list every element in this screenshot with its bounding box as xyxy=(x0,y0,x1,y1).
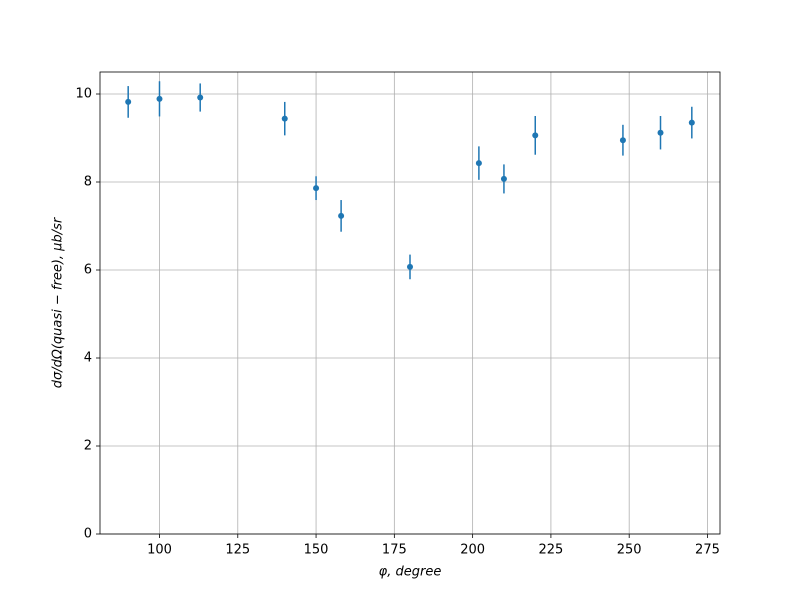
y-tick-label: 2 xyxy=(84,439,92,454)
y-tick-label: 4 xyxy=(84,351,92,366)
x-tick-label: 125 xyxy=(225,543,250,558)
x-tick-label: 275 xyxy=(695,543,720,558)
y-tick-label: 0 xyxy=(84,527,92,542)
y-tick-label: 6 xyxy=(84,263,92,278)
x-tick-label: 175 xyxy=(382,543,407,558)
y-tick-label: 8 xyxy=(84,175,92,190)
marker xyxy=(313,185,320,192)
x-tick-label: 150 xyxy=(304,543,329,558)
marker xyxy=(688,119,695,126)
x-tick-label: 100 xyxy=(147,543,172,558)
marker xyxy=(281,115,288,122)
marker xyxy=(475,160,482,167)
marker xyxy=(532,132,539,139)
marker xyxy=(500,175,507,182)
marker xyxy=(125,98,132,105)
x-tick-label: 250 xyxy=(617,543,642,558)
x-axis-label: φ, degree xyxy=(379,565,442,580)
marker xyxy=(156,95,163,102)
marker xyxy=(619,137,626,144)
x-tick-label: 200 xyxy=(460,543,485,558)
plot-frame xyxy=(99,71,721,535)
marker xyxy=(197,94,204,101)
marker xyxy=(338,212,345,219)
y-tick-label: 10 xyxy=(75,87,92,102)
x-tick-label: 225 xyxy=(538,543,563,558)
marker xyxy=(657,129,664,136)
y-axis-label: dσ/dΩ(quasi − free), μb/sr xyxy=(51,216,66,388)
marker xyxy=(407,263,413,270)
